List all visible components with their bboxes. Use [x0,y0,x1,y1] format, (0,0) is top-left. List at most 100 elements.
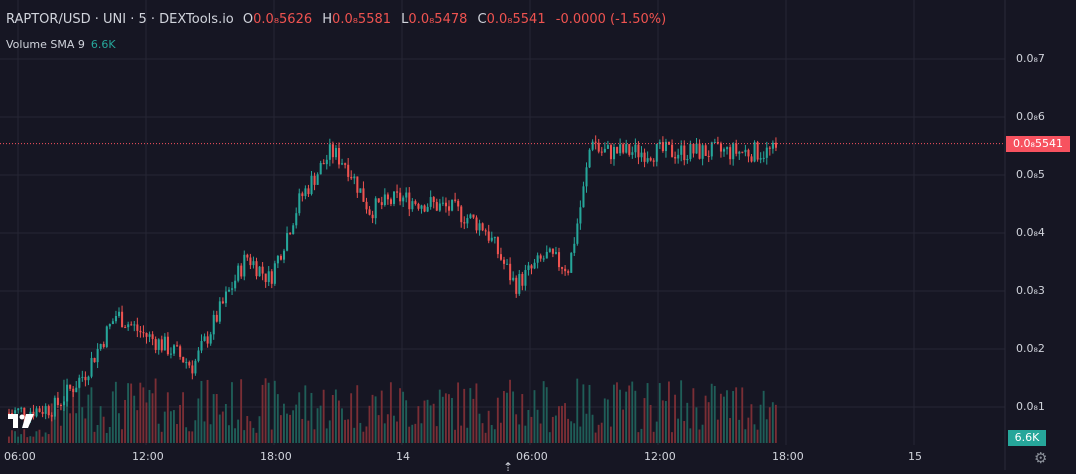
candle-body [701,145,704,159]
candle-body [105,326,108,347]
volume-bar [111,391,114,443]
change-value: -0.0000 (-1.50%) [555,12,667,27]
volume-bar [356,385,359,443]
candle-body [527,265,530,271]
volume-bar [374,396,377,443]
volume-bar [243,430,246,443]
volume-bar [20,434,23,443]
volume-bar [582,384,585,443]
candle-body [313,175,316,185]
last-price-tag: 0.0₈5541 [1006,136,1070,152]
tradingview-logo-icon[interactable] [8,414,34,428]
volume-bar [228,425,230,443]
volume-bar [215,394,218,443]
volume-bar [99,406,102,443]
volume-bar [454,429,456,443]
volume-bar [664,401,667,443]
candle-body [108,324,111,327]
candle-body [118,311,121,316]
candle-body [99,344,102,349]
candle-body [609,145,612,160]
candle-body [451,199,454,211]
volume-bar [32,436,35,443]
volume-bar [509,379,511,443]
candle-body [14,410,17,414]
volume-bar [503,391,505,443]
candle-body [234,280,237,289]
candle-body [719,143,722,152]
y-tick-label: 0.0₈1 [1016,400,1045,413]
volume-bar [50,403,53,443]
candle-body [420,205,423,209]
volume-bar [658,383,661,443]
candle-body [463,222,466,224]
candle-body [542,258,545,260]
volume-legend[interactable]: Volume SMA 9 6.6K [6,38,116,51]
volume-bar [625,391,628,443]
candle-body [408,192,411,210]
volume-bar [133,395,136,443]
candle-body [371,214,374,219]
volume-bar [444,393,447,443]
candle-body [90,357,93,377]
arrow-up-icon[interactable]: ⇡ [503,460,514,474]
candle-body [732,143,735,160]
candle-body [600,151,603,153]
candle-body [127,324,130,328]
close-value: 0.0₈5541 [486,12,546,27]
candle-body [133,324,136,326]
candle-body [386,194,389,200]
candle-body [182,356,185,363]
candle-body [87,376,90,381]
candle-body [487,231,490,241]
volume-bar [463,388,466,443]
candle-body [698,143,701,159]
volume-bar [600,422,603,443]
candle-body [224,291,227,304]
volume-bar [298,392,301,443]
volume-bar [677,418,680,443]
x-tick-label: 18:00 [772,450,804,463]
candle-body [622,144,625,153]
volume-bar [585,413,588,443]
gear-icon[interactable]: ⚙ [1034,449,1048,467]
y-tick-label: 0.0₈7 [1016,52,1045,65]
candle-body [304,188,307,197]
volume-bar [570,421,573,443]
volume-bar [481,423,484,443]
volume-bar [762,390,765,443]
candle-body [344,163,347,165]
symbol-label[interactable]: RAPTOR/USD · UNI · 5 · DEXTools.io [6,12,234,27]
candle-body [93,357,96,363]
volume-bar [341,408,343,443]
volume-bar [59,425,62,443]
candle-body [84,376,87,381]
candle-body [631,152,634,155]
volume-bar [726,390,728,443]
volume-bar [493,429,496,443]
candle-body [756,142,759,160]
candle-body [512,277,515,281]
candle-body [738,151,741,154]
candle-body [646,158,649,162]
volume-bar [710,383,713,443]
candle-body [163,336,166,351]
candle-body [768,147,771,149]
candle-body [686,158,689,161]
candle-body [188,362,191,366]
volume-bar [93,431,96,443]
volume-bar [63,379,65,443]
volume-bar [438,389,441,443]
volume-bar [209,424,212,443]
candle-body [417,203,420,209]
volume-bar [521,394,524,443]
candle-body [286,233,289,251]
volume-bar [273,380,276,443]
candle-body [457,200,460,207]
ohlc-legend: RAPTOR/USD · UNI · 5 · DEXTools.io O0.0₈… [6,12,672,27]
volume-bar [393,415,395,443]
candle-body [121,311,124,328]
volume-bar [322,389,325,443]
volume-bar [316,408,319,443]
